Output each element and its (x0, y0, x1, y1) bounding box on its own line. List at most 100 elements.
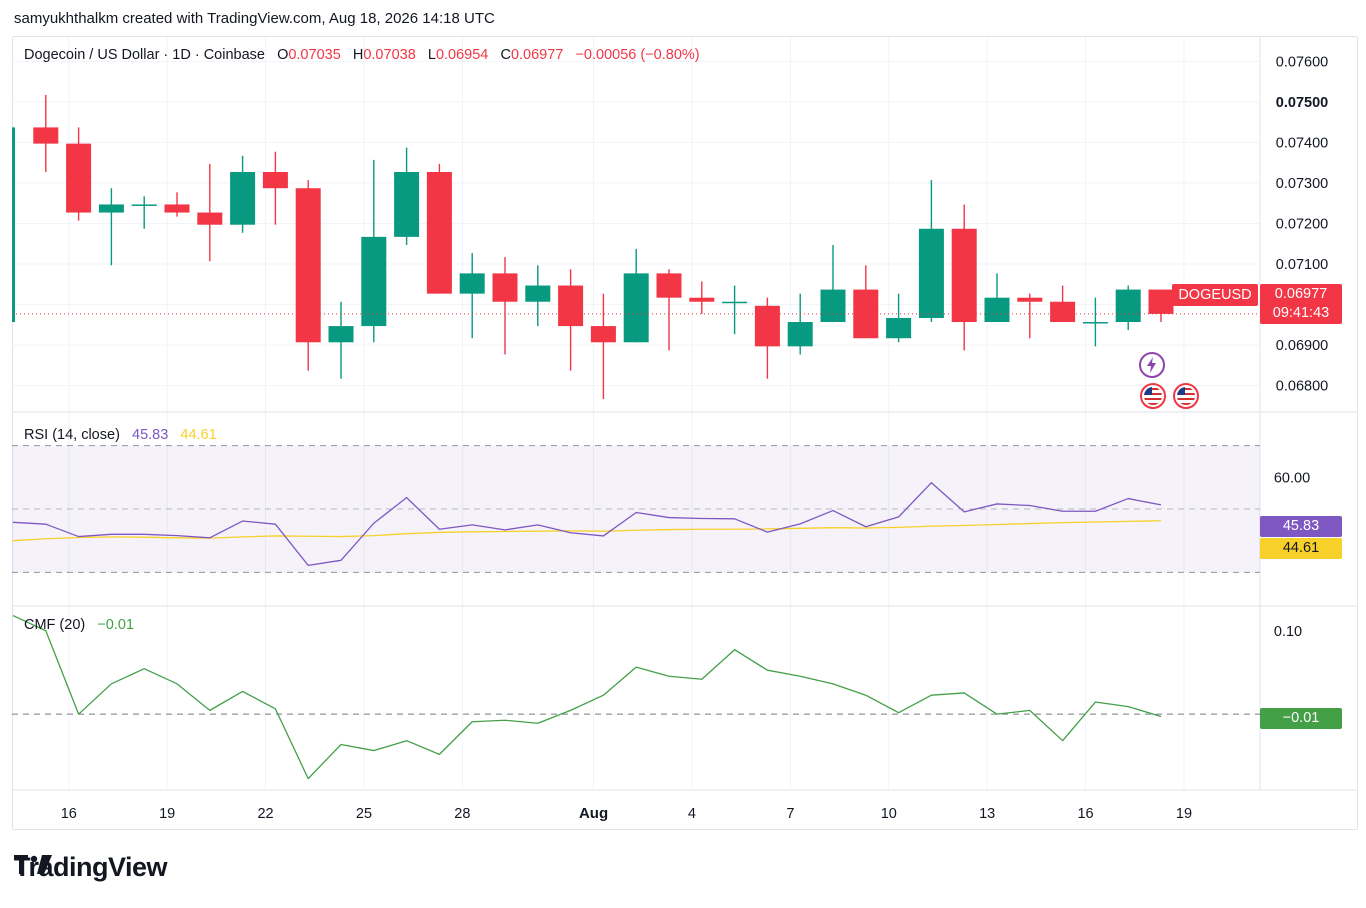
symbol-title[interactable]: Dogecoin / US Dollar · 1D · Coinbase (24, 47, 265, 63)
time-tick-label: 25 (356, 806, 372, 822)
candle-body (623, 273, 649, 343)
rsi-title[interactable]: RSI (14, close) (24, 427, 120, 443)
cmf-line (12, 614, 1162, 780)
candle (459, 253, 485, 339)
symbol-price-tag: DOGEUSD (1172, 284, 1258, 306)
candle (12, 127, 15, 323)
lightning-icon[interactable] (1139, 352, 1165, 378)
candle (98, 188, 124, 266)
candle (951, 204, 977, 351)
candle-body (787, 322, 813, 347)
candle (66, 127, 92, 221)
candle (918, 180, 944, 323)
time-tick-label: 7 (786, 806, 794, 822)
cmf-lines (12, 614, 1162, 780)
candle (787, 293, 813, 355)
candle-body (558, 285, 584, 327)
candle-body (984, 297, 1010, 323)
candle-body (426, 172, 452, 294)
price-tick-label: 0.07500 (1276, 95, 1328, 111)
price-tick-label: 0.07300 (1276, 176, 1328, 192)
price-tick-label: 0.07200 (1276, 217, 1328, 233)
candle-body (951, 228, 977, 323)
high-label: H (352, 47, 364, 63)
candle (656, 269, 682, 351)
bar-countdown: 09:41:43 (1272, 305, 1330, 321)
candle-body (525, 285, 551, 302)
candle-body (656, 273, 682, 298)
candle-body (197, 212, 223, 225)
candle-body (66, 143, 92, 213)
candle-body (689, 297, 715, 302)
open-label: O (277, 47, 289, 63)
candle-series (12, 94, 1174, 400)
candle (131, 196, 157, 229)
time-tick-label: 4 (688, 806, 696, 822)
created-note: samyukhthalkm created with TradingView.c… (14, 10, 495, 27)
rsi-value: 45.83 (132, 427, 169, 443)
candle-body (1115, 289, 1141, 323)
price-tick-label: 0.07400 (1276, 135, 1328, 151)
candle (1148, 289, 1174, 323)
rsi-lines (12, 482, 1162, 567)
candle-body (722, 301, 748, 304)
main-legend: Dogecoin / US Dollar · 1D · Coinbase O 0.… (24, 47, 700, 63)
candle-body (33, 127, 59, 144)
candle (722, 285, 748, 335)
candle (820, 244, 846, 323)
us-flag-icon[interactable] (1140, 383, 1166, 409)
candle-body (1082, 322, 1108, 324)
candle (1017, 293, 1043, 339)
time-tick-label: 13 (979, 806, 995, 822)
candle (230, 155, 256, 233)
time-axis-ticks: 16 19 22 25 28 Aug 4 7 10 13 16 19 (61, 805, 1192, 822)
candle-body (1017, 297, 1043, 302)
candle-body (328, 326, 354, 343)
time-tick-label: 28 (454, 806, 470, 822)
low-value: 0.06954 (435, 47, 489, 63)
rsi-value-tag: 45.83 (1260, 516, 1342, 537)
rsi-band (12, 445, 1260, 715)
candle (394, 147, 420, 245)
rsi-legend: RSI (14, close) 45.83 44.61 (24, 427, 217, 443)
time-tick-label: 19 (159, 806, 175, 822)
candle-body (492, 273, 518, 302)
candle (33, 94, 59, 173)
candle (1050, 285, 1076, 323)
candle (262, 151, 288, 225)
cmf-title[interactable]: CMF (20) (24, 617, 86, 633)
tradingview-logo-icon (14, 855, 52, 874)
candle (426, 163, 452, 294)
rsi-tick-label: 60.00 (1274, 470, 1310, 486)
rsi-line (12, 482, 1162, 567)
candle (361, 159, 387, 343)
candle (328, 301, 354, 379)
candle-body (459, 273, 485, 294)
candle-body (230, 172, 256, 225)
candle (525, 265, 551, 327)
candle-body (590, 326, 616, 343)
candle (558, 269, 584, 371)
candle-body (295, 188, 321, 343)
cmf-value-tag: −0.01 (1260, 708, 1342, 729)
candle-body (820, 289, 846, 323)
time-tick-label: 22 (257, 806, 273, 822)
candle-body (262, 172, 288, 189)
time-tick-label: 16 (1077, 806, 1093, 822)
cmf-tick-label: 0.10 (1274, 624, 1302, 640)
last-price-value: 0.06977 (1274, 286, 1328, 302)
candle-body (918, 228, 944, 318)
grid-lines (12, 37, 1260, 790)
us-flag-icon[interactable] (1173, 383, 1199, 409)
price-tick-label: 0.06800 (1276, 379, 1328, 395)
chart-frame (12, 36, 1358, 830)
candle (754, 297, 780, 379)
candle (164, 192, 190, 217)
candle (886, 293, 912, 343)
candle (197, 163, 223, 262)
candle (689, 281, 715, 314)
tradingview-logo[interactable]: TradingView (14, 852, 168, 883)
candle (492, 257, 518, 355)
price-tick-label: 0.07600 (1276, 54, 1328, 70)
